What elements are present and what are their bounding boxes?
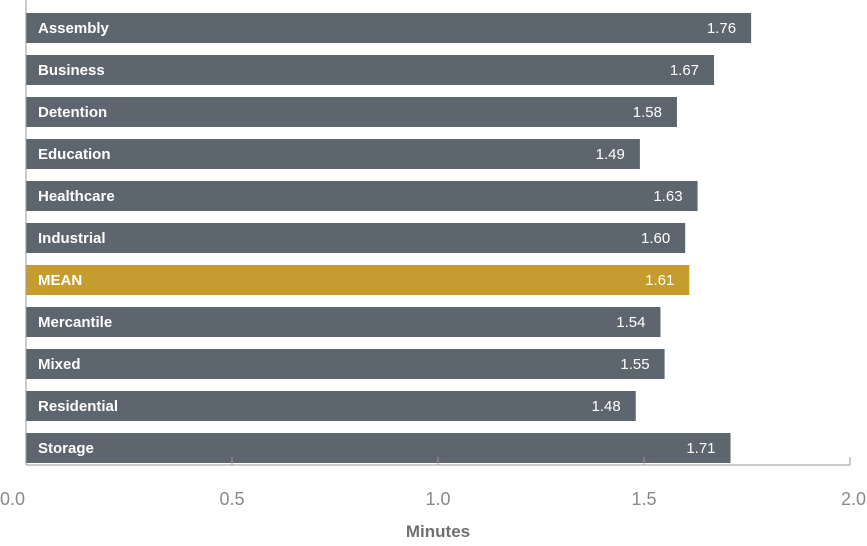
x-tick-label: 2.0: [841, 489, 866, 509]
bar-mean: [26, 265, 690, 295]
value-label: 1.55: [620, 356, 649, 373]
category-label: Education: [38, 146, 111, 163]
category-label: Mixed: [38, 356, 81, 373]
category-label: Industrial: [38, 230, 106, 247]
bar-storage: [26, 433, 731, 463]
x-tick-label: 1.5: [631, 489, 656, 509]
value-label: 1.63: [653, 188, 682, 205]
value-label: 1.76: [707, 20, 736, 37]
category-label: Assembly: [38, 20, 110, 37]
bar-residential: [26, 391, 636, 421]
value-label: 1.61: [645, 272, 674, 289]
category-label: Healthcare: [38, 188, 115, 205]
bars-group: Assembly 1.76 Business 1.67 Detention 1.58 Edu…: [26, 13, 752, 463]
value-label: 1.54: [616, 314, 645, 331]
bar-mixed: [26, 349, 665, 379]
bar-industrial: [26, 223, 686, 253]
category-label: Storage: [38, 440, 94, 457]
category-label: Mercantile: [38, 314, 112, 331]
category-label: Business: [38, 62, 105, 79]
x-tick-label: 0.0: [0, 489, 25, 509]
value-label: 1.60: [641, 230, 670, 247]
bar-business: [26, 55, 715, 85]
category-label: MEAN: [38, 272, 82, 289]
x-tick-label: 0.5: [219, 489, 244, 509]
value-label: 1.71: [686, 440, 715, 457]
bar-education: [26, 139, 640, 169]
category-label: Detention: [38, 104, 107, 121]
bar-mercantile: [26, 307, 661, 337]
value-label: 1.58: [633, 104, 662, 121]
bar-detention: [26, 97, 677, 127]
x-tick-label: 1.0: [425, 489, 450, 509]
value-label: 1.48: [592, 398, 621, 415]
bar-assembly: [26, 13, 752, 43]
category-label: Residential: [38, 398, 118, 415]
value-label: 1.49: [596, 146, 625, 163]
value-label: 1.67: [670, 62, 699, 79]
bar-healthcare: [26, 181, 698, 211]
x-axis: 0.0 0.5 1.0 1.5 2.0: [0, 0, 866, 509]
x-axis-title: Minutes: [406, 522, 470, 541]
